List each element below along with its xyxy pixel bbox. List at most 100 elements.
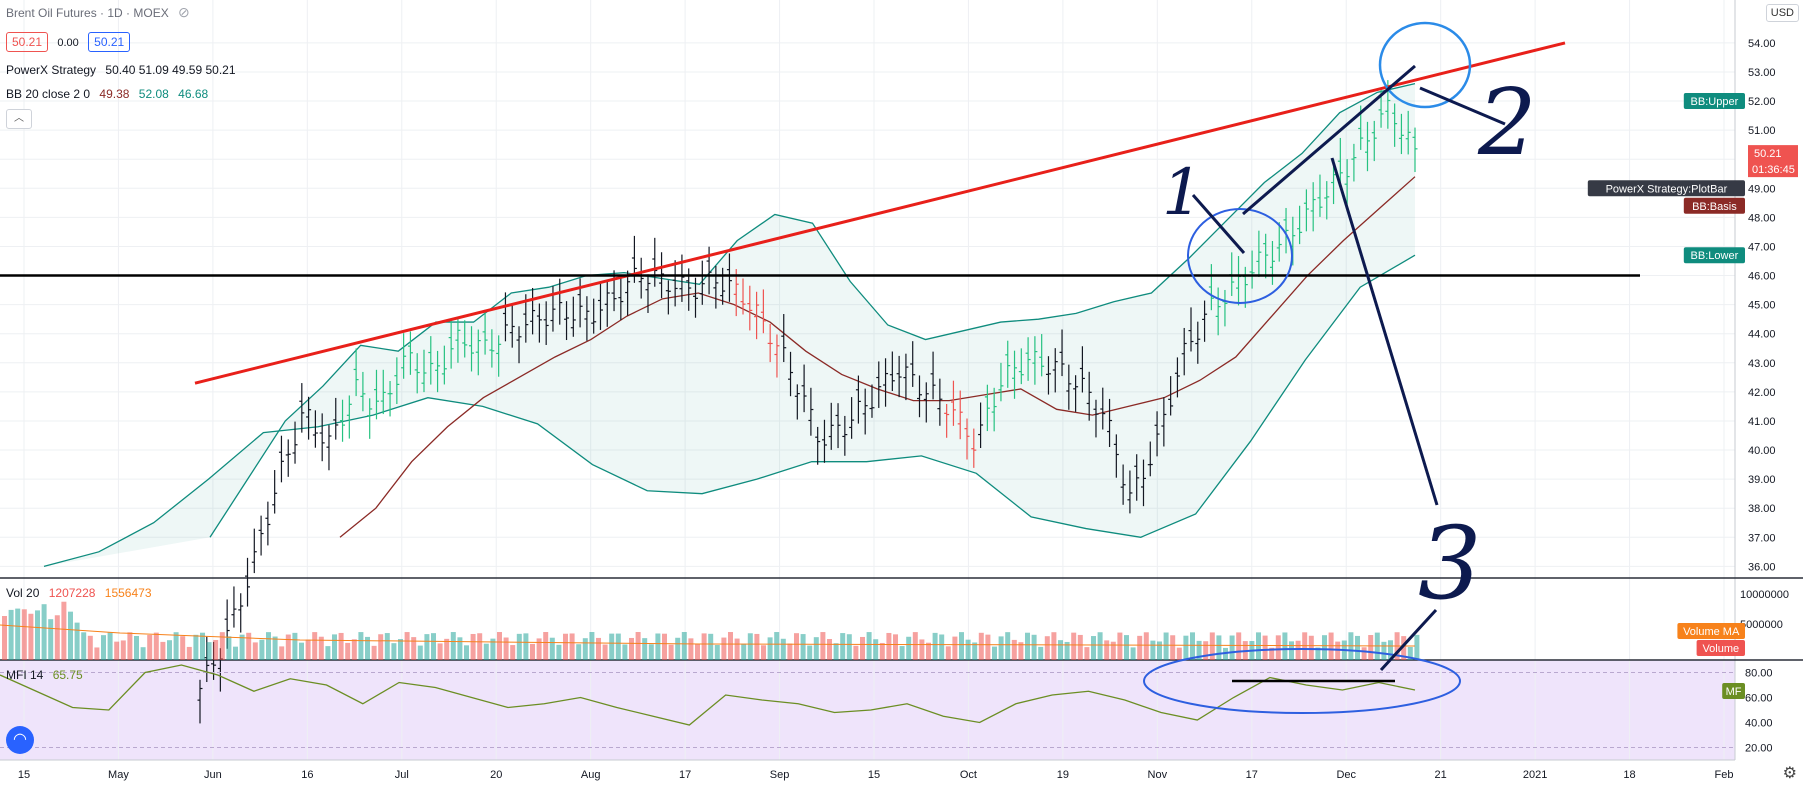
volume-bar — [266, 632, 271, 660]
volume-value: 1207228 — [48, 586, 96, 600]
volume-bar — [444, 638, 450, 660]
bb-legend[interactable]: BB 20 close 2 0 49.38 52.08 46.68 — [6, 87, 214, 101]
y-tick-label: 49.00 — [1748, 183, 1776, 195]
volume-bar — [94, 647, 100, 660]
volume-bar — [1157, 641, 1162, 660]
volume-bar — [1229, 635, 1235, 660]
volume-bar — [1084, 647, 1090, 660]
volume-bar — [173, 632, 179, 660]
volume-bar — [965, 639, 971, 660]
x-tick-label: 15 — [18, 769, 30, 781]
mfi-legend[interactable]: MFI 14 65.75 — [6, 668, 89, 682]
volume-bar — [318, 636, 324, 660]
volume-bar — [530, 643, 535, 660]
bb-upper-tag-bg — [1683, 93, 1745, 110]
volume-bar — [470, 633, 476, 660]
volume-bar — [833, 643, 839, 660]
tradingview-logo-icon[interactable]: ◠ — [6, 726, 34, 754]
volume-bar — [939, 634, 945, 660]
volume-bar — [576, 644, 582, 660]
volume-axis-label: 5000000 — [1740, 619, 1783, 631]
chart-title-row: Brent Oil Futures · 1D · MOEX ⊘ — [6, 4, 196, 21]
currency-button[interactable]: USD — [1765, 4, 1799, 22]
volume-bar — [41, 604, 47, 660]
volume-bar — [1190, 632, 1195, 660]
collapse-legend-button[interactable]: ︿ — [6, 109, 32, 129]
volume-bar — [114, 641, 120, 660]
volume-bar — [68, 611, 73, 660]
volume-bar — [483, 643, 489, 660]
x-tick-label: Oct — [960, 769, 977, 781]
volume-bar — [1183, 635, 1189, 660]
volume-bar — [384, 633, 390, 660]
bb-basis-tag: BB:Basis — [1692, 201, 1737, 213]
volume-bar — [1335, 641, 1341, 660]
volume-bar — [1289, 641, 1294, 660]
volume-bar — [206, 642, 212, 660]
volume-bar — [912, 632, 918, 660]
volume-bar — [160, 641, 166, 660]
mfi-value: 65.75 — [52, 668, 83, 682]
sell-price[interactable]: 50.21 — [6, 32, 49, 52]
volume-bar — [556, 644, 562, 660]
trend-line — [194, 41, 1566, 385]
volume-bar — [503, 637, 509, 660]
volume-bar — [1176, 647, 1182, 660]
volume-legend[interactable]: Vol 20 1207228 1556473 — [6, 586, 158, 600]
mfi-axis-label: 20.00 — [1745, 743, 1773, 755]
volume-bar — [147, 634, 153, 660]
volume-bar — [358, 632, 364, 660]
mfi-axis-label: 80.00 — [1745, 668, 1773, 680]
powerx-legend[interactable]: PowerX Strategy 50.40 51.09 49.59 50.21 — [6, 63, 242, 77]
mfi-tag: MF — [1726, 686, 1742, 698]
volume-bar — [153, 632, 159, 660]
volume-bar — [74, 622, 80, 660]
volume-bar — [787, 643, 793, 660]
volume-bar — [365, 636, 370, 660]
volume-bar — [985, 634, 991, 660]
eye-off-icon[interactable]: ⊘ — [178, 4, 190, 20]
chart-title: Brent Oil Futures · 1D · MOEX — [6, 6, 169, 20]
bb-label: BB 20 close 2 0 — [6, 87, 91, 101]
x-tick-label: 17 — [679, 769, 691, 781]
volume-bar — [589, 632, 595, 660]
volume-bar — [609, 633, 615, 660]
volume-bar — [596, 637, 601, 660]
volume-bar — [536, 638, 542, 660]
volume-bar — [411, 637, 417, 660]
volume-bar — [853, 645, 859, 660]
volume-bar — [457, 637, 463, 660]
volume-bar — [642, 638, 648, 660]
volume-bar — [728, 632, 733, 660]
price-box-row: 50.21 0.00 50.21 — [6, 32, 136, 52]
volume-bar — [1275, 635, 1281, 660]
last-price-tag: 50.21 — [1754, 148, 1782, 160]
volume-bar — [1388, 640, 1393, 660]
countdown-tag: 01:36:45 — [1752, 164, 1795, 176]
volume-bar — [1361, 647, 1367, 660]
volume-bar — [332, 634, 337, 660]
volume-bar — [866, 632, 872, 660]
volume-bar — [167, 640, 172, 660]
x-tick-label: Feb — [1715, 769, 1734, 781]
volume-bar — [1381, 641, 1387, 660]
volume-bar — [1203, 641, 1209, 660]
x-tick-label: 18 — [1623, 769, 1635, 781]
volume-bar — [1236, 632, 1242, 660]
x-tick-label: 2021 — [1523, 769, 1547, 781]
volume-bar — [1368, 635, 1374, 660]
volume-bar — [827, 639, 832, 660]
highlight-circle-2 — [1378, 21, 1472, 109]
buy-price[interactable]: 50.21 — [88, 32, 131, 52]
volume-bar — [893, 634, 898, 660]
powerx-label: PowerX Strategy — [6, 63, 97, 77]
gear-icon[interactable]: ⚙ — [1782, 765, 1797, 782]
volume-bar — [239, 634, 245, 660]
annotation-two: 2 — [1477, 69, 1537, 176]
volume-bar — [299, 642, 304, 660]
volume-bar — [1110, 641, 1116, 660]
volume-bar — [378, 634, 384, 660]
volume-bar — [1011, 639, 1017, 660]
annotation-one: 1 — [1162, 156, 1203, 230]
